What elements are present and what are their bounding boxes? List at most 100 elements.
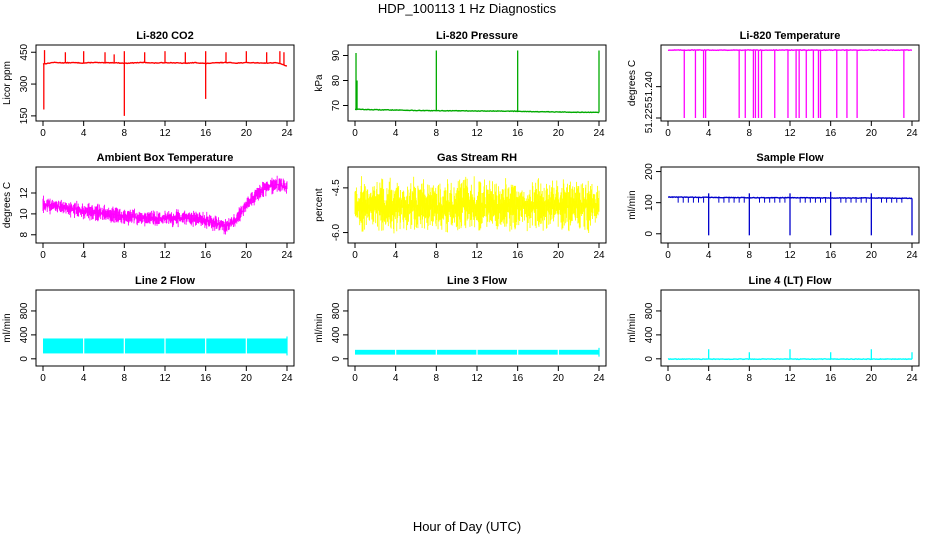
y-tick-label: 8 bbox=[19, 232, 30, 238]
plot-area bbox=[42, 175, 288, 235]
x-tick-label: 8 bbox=[434, 250, 440, 261]
x-tick-label: 24 bbox=[906, 250, 918, 261]
panel-4: Ambient Box Temperature degrees C 0 4 8 12 16 2… bbox=[2, 152, 295, 261]
x-tick-label: 12 bbox=[159, 128, 171, 139]
x-tick-label: 20 bbox=[553, 250, 565, 261]
y-tick-label: 300 bbox=[19, 75, 30, 92]
x-tick-label: 4 bbox=[706, 373, 712, 384]
x-tick-label: 0 bbox=[40, 128, 46, 139]
panel-9: Line 4 (LT) Flow ml/min 0 4 8 12 16 20 24 0 400 800 bbox=[627, 275, 920, 384]
panel-title: Li-820 Pressure bbox=[436, 30, 518, 42]
x-tick-label: 24 bbox=[281, 373, 293, 384]
y-tick-label: 400 bbox=[19, 326, 30, 343]
x-tick-label: 16 bbox=[200, 250, 212, 261]
y-axis-label: degrees C bbox=[627, 60, 638, 106]
y-tick-label: 51.240 bbox=[644, 71, 655, 102]
x-tick-label: 20 bbox=[866, 373, 878, 384]
x-tick-label: 8 bbox=[747, 373, 753, 384]
panel-title: Gas Stream RH bbox=[437, 152, 517, 164]
y-tick-label: 12 bbox=[19, 187, 30, 199]
x-tick-label: 4 bbox=[706, 128, 712, 139]
x-tick-label: 8 bbox=[747, 128, 753, 139]
x-tick-label: 8 bbox=[747, 250, 753, 261]
x-tick-label: 12 bbox=[471, 128, 483, 139]
y-tick-label: 800 bbox=[19, 302, 30, 319]
panel-2: Li-820 Pressure kPa 0 4 8 12 16 20 24 70 80 90 bbox=[314, 30, 607, 139]
x-tick-label: 8 bbox=[122, 128, 128, 139]
plot-area bbox=[355, 347, 600, 357]
x-tick-label: 24 bbox=[906, 128, 918, 139]
y-tick-label: 450 bbox=[19, 43, 30, 60]
x-tick-label: 24 bbox=[281, 250, 293, 261]
y-axis-label: percent bbox=[314, 188, 325, 222]
panel-title: Li-820 Temperature bbox=[740, 30, 841, 42]
x-tick-label: 12 bbox=[784, 128, 796, 139]
x-tick-label: 16 bbox=[512, 250, 524, 261]
x-tick-label: 0 bbox=[665, 373, 671, 384]
y-tick-label: 400 bbox=[331, 326, 342, 343]
x-tick-label: 20 bbox=[241, 373, 253, 384]
series-line bbox=[42, 61, 288, 67]
x-tick-label: 12 bbox=[159, 250, 171, 261]
panel-title: Line 4 (LT) Flow bbox=[749, 275, 832, 287]
x-tick-label: 4 bbox=[81, 250, 87, 261]
plot-area bbox=[667, 349, 913, 361]
figure-xlabel: Hour of Day (UTC) bbox=[413, 519, 521, 534]
x-tick-label: 16 bbox=[200, 128, 212, 139]
plot-area bbox=[42, 50, 288, 116]
x-tick-label: 20 bbox=[866, 250, 878, 261]
x-tick-label: 12 bbox=[159, 373, 171, 384]
series-band bbox=[42, 175, 288, 235]
x-tick-label: 8 bbox=[434, 128, 440, 139]
y-tick-label: 100 bbox=[644, 194, 655, 211]
x-tick-label: 4 bbox=[81, 373, 87, 384]
y-tick-label: 70 bbox=[331, 100, 342, 112]
series-band bbox=[354, 176, 600, 234]
panel-7: Line 2 Flow ml/min 0 4 8 12 16 20 24 0 400 800 bbox=[2, 275, 295, 384]
y-axis-label: kPa bbox=[314, 74, 325, 92]
x-tick-label: 8 bbox=[122, 250, 128, 261]
x-tick-label: 0 bbox=[352, 128, 358, 139]
x-tick-label: 16 bbox=[825, 128, 837, 139]
x-tick-label: 12 bbox=[471, 250, 483, 261]
x-tick-label: 24 bbox=[593, 373, 605, 384]
y-axis-label: ml/min bbox=[627, 313, 638, 342]
y-tick-label: 0 bbox=[19, 356, 30, 362]
x-tick-label: 16 bbox=[200, 373, 212, 384]
y-tick-label: 400 bbox=[644, 326, 655, 343]
y-tick-label: 800 bbox=[331, 302, 342, 319]
x-tick-label: 0 bbox=[40, 373, 46, 384]
y-axis-label: ml/min bbox=[314, 313, 325, 342]
x-tick-label: 4 bbox=[81, 128, 87, 139]
x-tick-label: 16 bbox=[512, 128, 524, 139]
x-tick-label: 16 bbox=[825, 250, 837, 261]
panel-title: Li-820 CO2 bbox=[136, 30, 193, 42]
y-axis-label: Licor ppm bbox=[2, 61, 13, 105]
x-tick-label: 4 bbox=[393, 250, 399, 261]
y-axis-label: degrees C bbox=[2, 182, 13, 228]
x-tick-label: 12 bbox=[784, 373, 796, 384]
x-tick-label: 16 bbox=[825, 373, 837, 384]
x-tick-label: 8 bbox=[122, 373, 128, 384]
plot-area bbox=[667, 49, 913, 118]
y-tick-label: -4.5 bbox=[331, 179, 342, 197]
y-tick-label: 80 bbox=[331, 75, 342, 87]
series-line bbox=[354, 108, 600, 114]
x-tick-label: 0 bbox=[665, 128, 671, 139]
x-tick-label: 20 bbox=[866, 128, 878, 139]
panel-6: Sample Flow ml/min 0 4 8 12 16 20 24 0 100 200 bbox=[627, 152, 920, 261]
x-tick-label: 20 bbox=[241, 250, 253, 261]
x-tick-label: 0 bbox=[352, 250, 358, 261]
y-axis-label: ml/min bbox=[627, 190, 638, 219]
panel-3: Li-820 Temperature degrees C 0 4 8 12 16 20 24 51… bbox=[627, 30, 920, 139]
x-tick-label: 4 bbox=[706, 250, 712, 261]
x-tick-label: 8 bbox=[434, 373, 440, 384]
panel-8: Line 3 Flow ml/min 0 4 8 12 16 20 24 0 400 800 bbox=[314, 275, 607, 384]
y-tick-label: 90 bbox=[331, 50, 342, 62]
panel-title: Ambient Box Temperature bbox=[97, 152, 234, 164]
x-tick-label: 20 bbox=[241, 128, 253, 139]
x-tick-label: 24 bbox=[593, 250, 605, 261]
y-tick-label: 0 bbox=[644, 356, 655, 362]
y-tick-label: -6.0 bbox=[331, 224, 342, 242]
